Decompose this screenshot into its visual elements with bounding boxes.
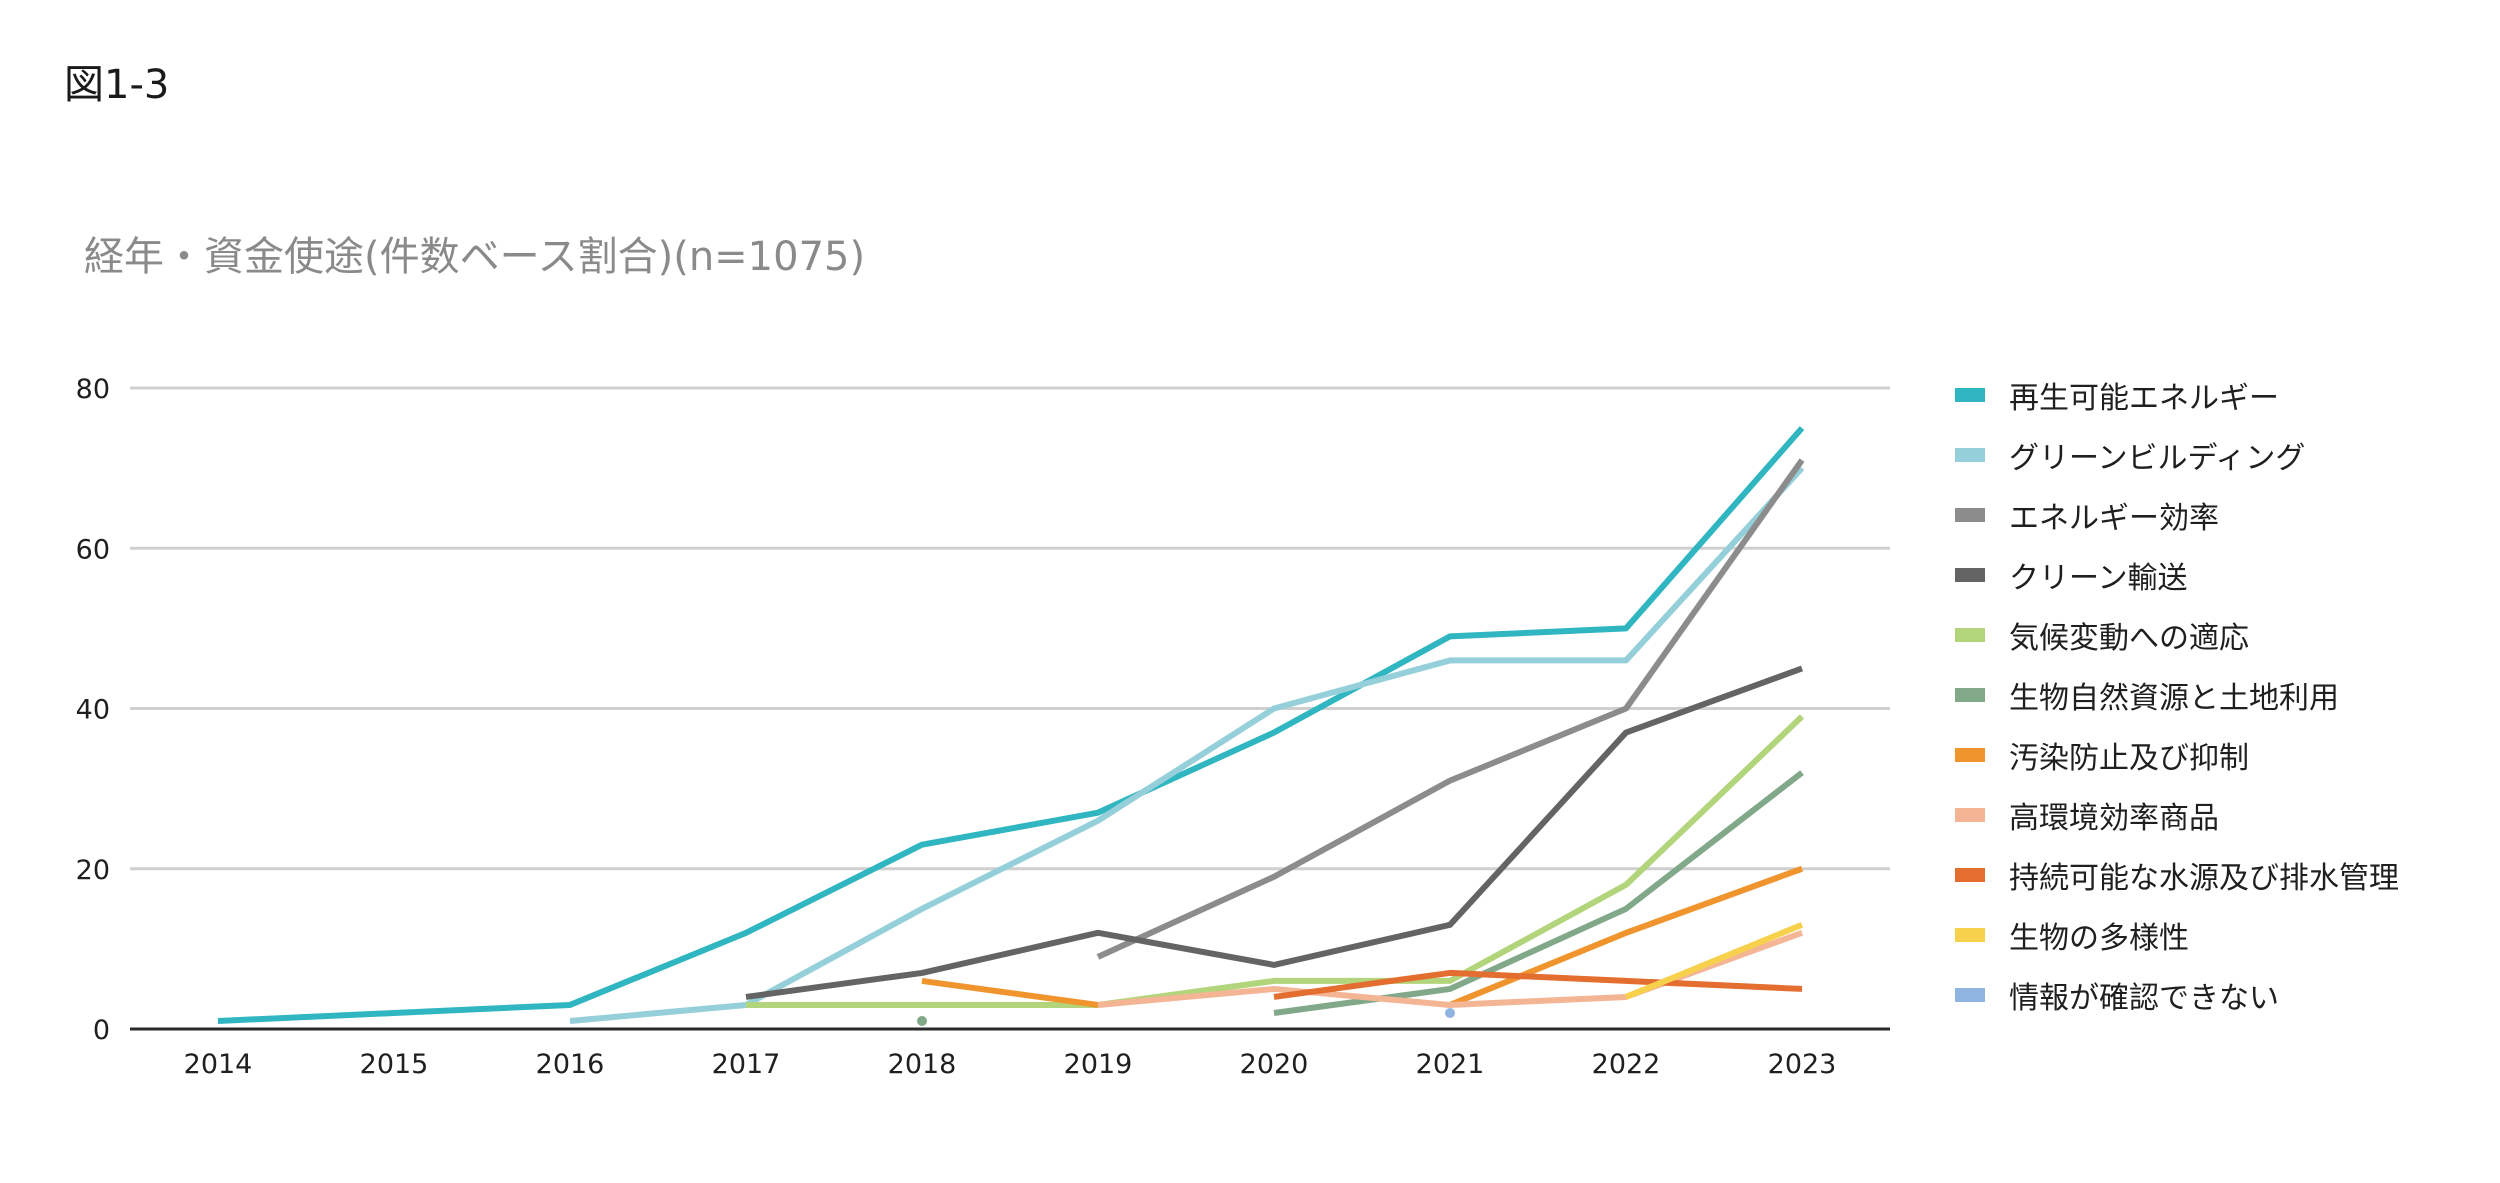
legend-swatch [1955,628,1985,642]
x-tick-label: 2017 [712,1049,781,1080]
series-4 [745,665,1804,1000]
legend-item: 再生可能エネルギー [1955,365,2399,425]
legend-item: クリーン輸送 [1955,545,2399,605]
series-1 [217,426,1805,1024]
series-6 [917,770,1804,1026]
legend-item: 高環境効率商品 [1955,785,2399,845]
x-tick-label: 2014 [184,1049,253,1080]
x-tick-label: 2015 [360,1049,429,1080]
x-tick-label: 2018 [888,1049,957,1080]
legend-swatch [1955,568,1985,582]
legend-swatch [1955,388,1985,402]
legend-swatch [1955,688,1985,702]
legend-item: 汚染防止及び抑制 [1955,725,2399,785]
x-tick-label: 2019 [1064,1049,1133,1080]
legend-swatch [1955,508,1985,522]
legend-label: グリーンビルディング [2009,441,2306,476]
series-10 [1624,922,1804,1000]
grid-lines [130,386,1890,871]
x-tick-label: 2016 [536,1049,605,1080]
series-5 [746,714,1805,1008]
series-line [1273,969,1803,1000]
series-11 [1445,1007,1455,1018]
legend-label: 情報が確認できない [2009,981,2279,1016]
legend-label: 高環境効率商品 [2009,801,2219,836]
series-line [217,426,1805,1024]
legend-item: 情報が確認できない [1955,965,2399,1025]
legend-label: クリーン輸送 [2009,561,2188,596]
legend-swatch [1955,748,1985,762]
legend-swatch [1955,808,1985,822]
y-tick-label: 0 [93,1015,110,1046]
x-tick-label: 2022 [1592,1049,1661,1080]
x-tick-label: 2021 [1416,1049,1485,1080]
series-line [921,977,1099,1008]
chart-title: 経年・資金使途(件数ベース割合)(n=1075) [84,234,866,280]
legend-label: エネルギー効率 [2009,501,2219,536]
legend-swatch [1955,868,1985,882]
legend: 再生可能エネルギー グリーンビルディング エネルギー効率 クリーン輸送気候変動への適応… [1955,365,2399,1025]
legend-item: 気候変動への適応 [1955,605,2399,665]
series-line [1624,922,1804,1000]
series-7 [921,865,1804,1008]
y-tick-label: 20 [76,855,110,886]
series-line [746,714,1805,1008]
legend-label: 再生可能エネルギー [2009,381,2279,416]
legend-item: 生物の多様性 [1955,905,2399,965]
legend-label: 気候変動への適応 [2009,621,2249,656]
x-tick-label: 2023 [1768,1049,1837,1080]
x-tick-label: 2020 [1240,1049,1309,1080]
y-tick-label: 80 [76,374,110,405]
legend-swatch [1955,988,1985,1002]
series-2 [569,466,1805,1024]
legend-item: グリーンビルディング [1955,425,2399,485]
series-line [569,466,1805,1024]
series-line [1448,865,1804,1008]
figure-label: 図1-3 [64,62,170,108]
legend-swatch [1955,928,1985,942]
series-line [1273,770,1804,1016]
legend-label: 生物自然資源と土地利用 [2009,681,2339,716]
series-9 [1273,969,1803,1000]
legend-label: 持続可能な水源及び排水管理 [2009,861,2399,896]
series-line [1096,458,1805,960]
legend-item: 生物自然資源と土地利用 [1955,665,2399,725]
series-3 [1096,458,1805,960]
axes: 0 20 40 60 80 2014 2015 2016 2017 2018 2019 2020 202… [76,374,1890,1080]
legend-item: 持続可能な水源及び排水管理 [1955,845,2399,905]
series-lines [217,426,1805,1026]
y-tick-label: 40 [76,695,110,726]
series-line [745,665,1804,1000]
legend-swatch [1955,448,1985,462]
legend-label: 生物の多様性 [2009,921,2189,956]
data-point [917,1015,927,1026]
y-tick-label: 60 [76,534,110,565]
data-point [1445,1007,1455,1018]
legend-item: エネルギー効率 [1955,485,2399,545]
legend-label: 汚染防止及び抑制 [2009,741,2249,776]
